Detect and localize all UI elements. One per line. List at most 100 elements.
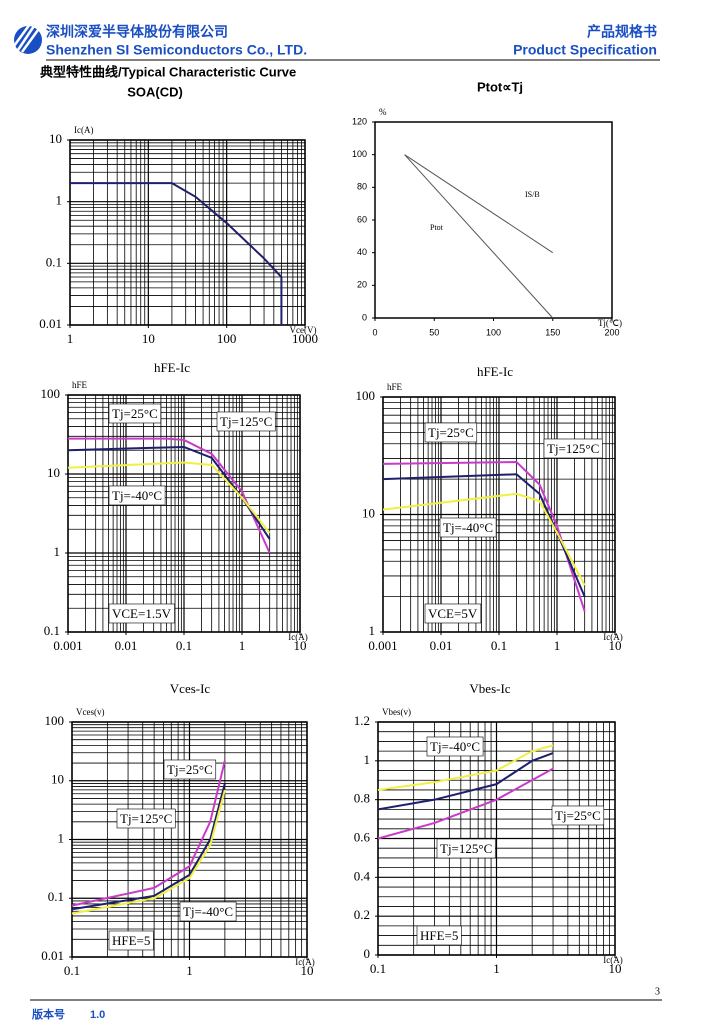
series-label: Tj=125°C <box>120 811 172 826</box>
chart-title: Ptot∝Tj <box>477 79 523 94</box>
y-tick-label: 0.8 <box>354 791 370 806</box>
x-axis-label: Ic(A) <box>603 632 623 642</box>
chart: 0 20 40 60 80 100 120 0 50 100 150 200 Ptot∝Tj% Tj(℃)… <box>352 79 622 337</box>
y-axis-label: Vces(v) <box>76 707 105 717</box>
y-tick-label: 20 <box>357 280 367 290</box>
label-box <box>551 805 605 826</box>
chart-title: hFE-Ic <box>154 360 190 375</box>
series-line <box>67 461 271 534</box>
label-box <box>424 603 482 624</box>
series-label: Tj=-40°C <box>112 488 162 503</box>
y-tick-label: 0.01 <box>39 316 62 331</box>
label-box <box>179 901 237 922</box>
series-line <box>71 760 226 907</box>
y-tick-label: 100 <box>45 713 65 728</box>
series-label: Tj=-40°C <box>430 739 480 754</box>
label-box <box>108 485 166 506</box>
y-tick-label: 1 <box>56 193 63 208</box>
chart-title: hFE-Ic <box>477 364 513 379</box>
y-tick-label: 10 <box>362 505 375 520</box>
x-tick-label: 150 <box>545 327 560 337</box>
y-tick-label: 100 <box>356 388 376 403</box>
series-line <box>71 789 226 915</box>
label-box <box>108 403 162 424</box>
section-title: 典型特性曲线/Typical Characteristic Curve <box>40 64 296 79</box>
logo <box>12 23 42 54</box>
label-box <box>439 517 497 538</box>
y-tick-label: 0 <box>364 946 371 961</box>
x-tick-label: 50 <box>429 327 439 337</box>
series-line <box>71 783 226 911</box>
y-tick-label: 0.1 <box>46 254 62 269</box>
label-box <box>116 808 176 829</box>
x-tick-label: 1 <box>67 331 74 346</box>
x-tick-label: 10 <box>609 961 622 976</box>
x-tick-label: 1 <box>554 638 561 653</box>
series-label: Tj=25°C <box>112 406 158 421</box>
x-tick-label: 100 <box>486 327 501 337</box>
label-box <box>216 411 276 432</box>
series-line <box>382 473 586 598</box>
series-line <box>67 445 271 540</box>
series-label: Tj=25°C <box>555 808 601 823</box>
y-axis-label: % <box>379 107 387 117</box>
x-tick-label: 0.001 <box>368 638 397 653</box>
series-label: VCE=5V <box>428 606 478 621</box>
y-tick-label: 100 <box>41 386 61 401</box>
plot-frame <box>374 121 613 319</box>
series-line <box>377 744 554 791</box>
x-tick-label: 0.01 <box>115 638 138 653</box>
y-tick-label: 80 <box>357 182 367 192</box>
x-tick-label: 0.1 <box>491 638 507 653</box>
label-box <box>436 838 496 859</box>
series-line <box>70 182 283 325</box>
series-label: Tj=25°C <box>167 762 213 777</box>
y-tick-label: 10 <box>49 131 62 146</box>
x-tick-label: 0.1 <box>370 961 386 976</box>
series-label: HFE=5 <box>112 933 150 948</box>
label-box <box>108 603 175 624</box>
x-tick-label: 100 <box>217 331 237 346</box>
x-tick-label: 200 <box>604 327 619 337</box>
x-axis-label: Vce(V) <box>290 325 317 335</box>
series-label: Ptot <box>430 223 444 232</box>
label-box <box>424 422 478 443</box>
y-tick-label: 1 <box>58 830 65 845</box>
y-tick-label: 1 <box>369 623 376 638</box>
doc-en: Product Specification <box>513 42 657 58</box>
x-tick-label: 1000 <box>292 331 318 346</box>
x-tick-label: 0 <box>372 327 377 337</box>
series-label: HFE=5 <box>420 928 458 943</box>
plot-frame <box>69 139 306 326</box>
version-label: 版本号 <box>32 1007 65 1021</box>
series-line <box>68 437 271 554</box>
x-axis-label: Ic(A) <box>288 632 308 642</box>
label-box <box>426 736 484 757</box>
chart: 1 10 100 0.001 0.01 0.1 1 10 hFE-Ic hFE Ic(A) Tj=12… <box>356 364 623 653</box>
doc-cn: 产品规格书 <box>587 24 657 40</box>
y-tick-label: 1 <box>364 752 371 767</box>
y-tick-label: 1 <box>54 544 61 559</box>
y-tick-label: 0.4 <box>354 868 371 883</box>
y-axis-label: Ic(A) <box>74 125 94 135</box>
label-box <box>163 759 217 780</box>
label-box <box>543 438 603 459</box>
x-tick-label: 0.1 <box>176 638 192 653</box>
company-cn: 深圳深爱半导体股份有限公司 <box>46 24 228 40</box>
label-box <box>108 930 154 951</box>
y-tick-label: 0.1 <box>44 623 60 638</box>
series-line <box>404 154 554 254</box>
y-tick-label: 0.6 <box>354 829 371 844</box>
series-line <box>377 752 554 811</box>
series-label: Tj=125°C <box>440 841 492 856</box>
series-line <box>382 492 586 586</box>
version: 1.0 <box>90 1009 105 1021</box>
label-box <box>416 925 462 946</box>
y-tick-label: 0 <box>362 312 367 322</box>
x-axis-label: Ic(A) <box>603 955 623 965</box>
series-label: Tj=-40°C <box>443 520 493 535</box>
series-label: Tj=125°C <box>547 441 599 456</box>
x-tick-label: 1 <box>186 963 193 978</box>
y-tick-label: 40 <box>357 247 367 257</box>
